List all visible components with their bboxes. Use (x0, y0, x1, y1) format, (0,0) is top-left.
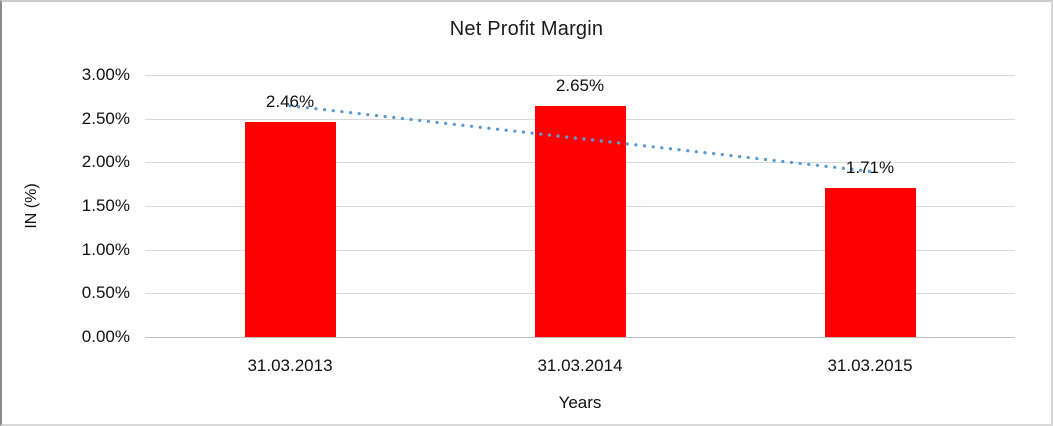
y-tick-label: 1.00% (81, 240, 130, 259)
bar-data-label: 2.46% (265, 92, 315, 111)
y-tick-label: 3.00% (81, 65, 130, 84)
bar-data-label: 1.71% (845, 158, 895, 177)
bar (825, 188, 916, 337)
bar-data-label: 2.65% (555, 76, 605, 95)
y-tick-label: 0.50% (81, 283, 130, 302)
y-axis-title: IN (%) (23, 183, 40, 229)
bar (245, 122, 336, 337)
x-tick-label: 31.03.2013 (247, 356, 333, 375)
x-tick-label: 31.03.2015 (827, 356, 913, 375)
x-tick-label: 31.03.2014 (537, 356, 623, 375)
x-axis-title: Years (558, 393, 602, 412)
y-tick-label: 0.00% (81, 327, 130, 346)
trendline (288, 104, 872, 173)
y-tick-label: 2.50% (81, 109, 130, 128)
chart-title: Net Profit Margin (449, 18, 604, 40)
plot-area: 2.46% 2.65% 1.71% (145, 75, 1015, 338)
y-tick-label: 2.00% (81, 152, 130, 171)
gridline (145, 337, 1015, 338)
gridline (145, 75, 1015, 76)
bar (535, 106, 626, 337)
y-tick-label: 1.50% (81, 196, 130, 215)
trendline-svg (288, 104, 872, 173)
